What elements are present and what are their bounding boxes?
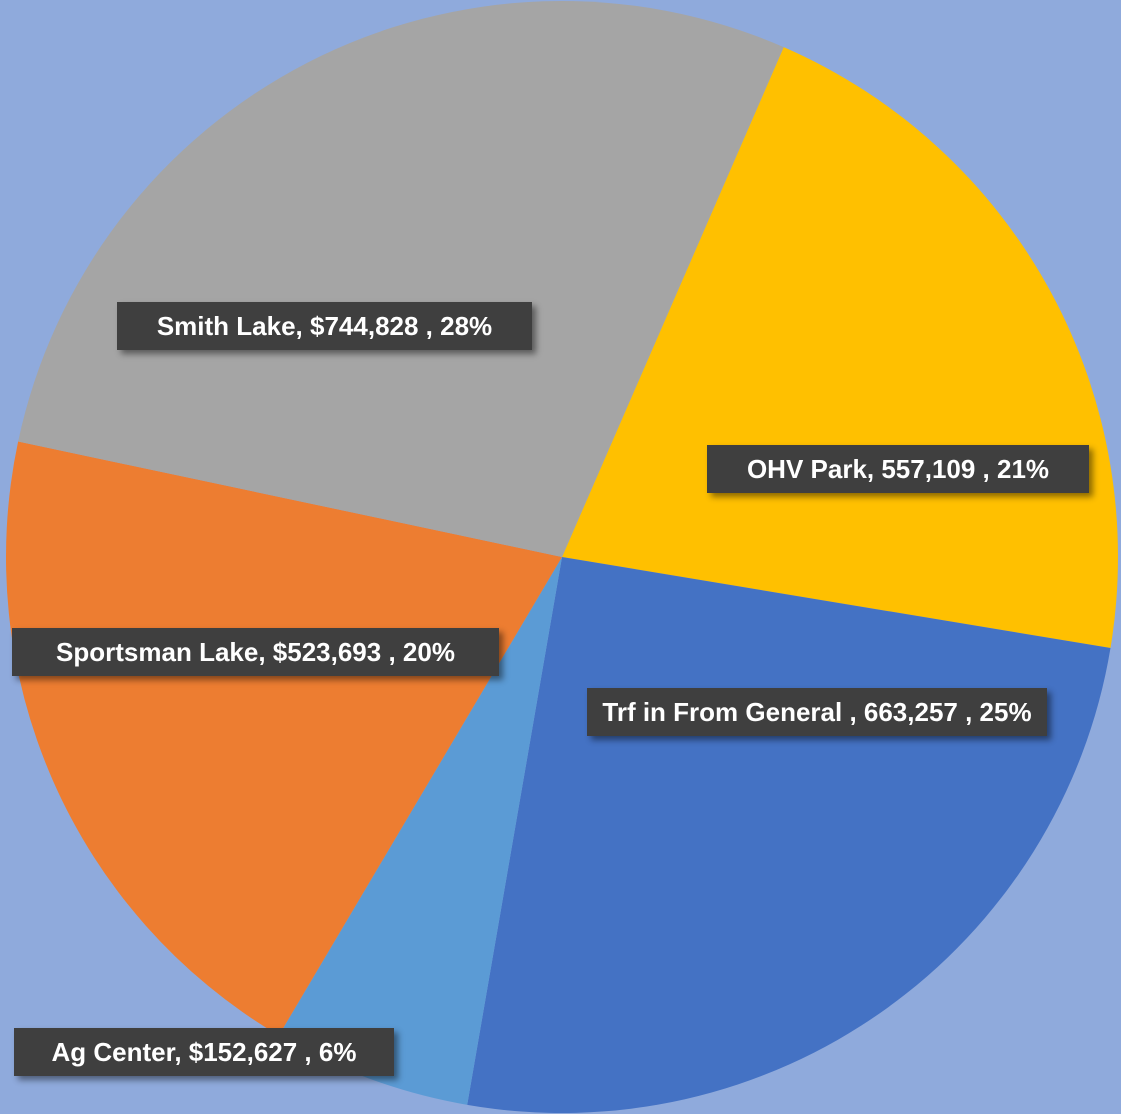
data-label: Ag Center, $152,627 , 6% xyxy=(14,1028,394,1076)
data-label: Smith Lake, $744,828 , 28% xyxy=(117,302,532,350)
slice: Ag Center xyxy=(278,557,562,1105)
slice: Smith Lake xyxy=(18,1,784,557)
slice: Trf in From General xyxy=(467,557,1111,1113)
slice: Sportsman Lake xyxy=(5,441,562,1036)
data-label: OHV Park, 557,109 , 21% xyxy=(707,445,1089,493)
data-label: Trf in From General , 663,257 , 25% xyxy=(587,688,1047,736)
slice: OHV Park xyxy=(562,47,1118,649)
data-label: Sportsman Lake, $523,693 , 20% xyxy=(12,628,499,676)
